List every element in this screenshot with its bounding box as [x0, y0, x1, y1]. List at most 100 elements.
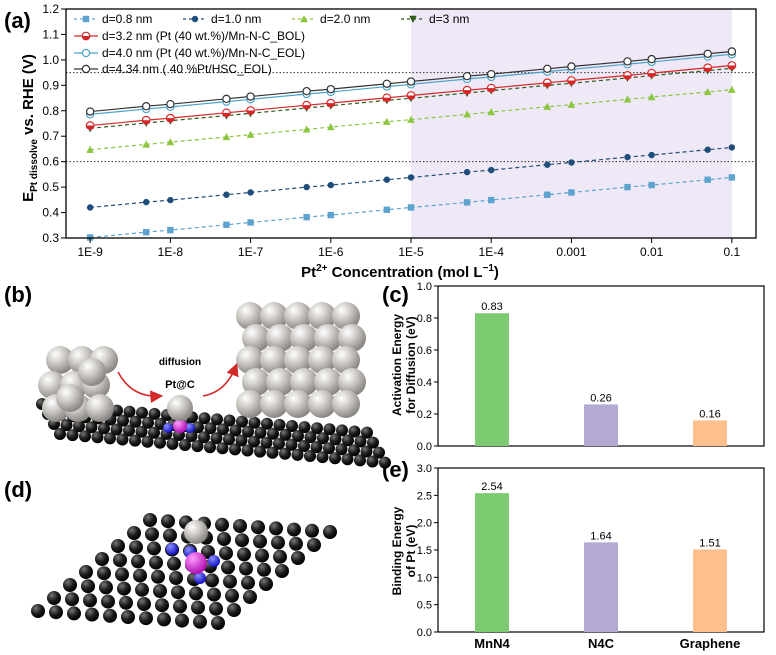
- legend-label-1: d=1.0 nm: [211, 12, 261, 26]
- carbon-atom-d: [211, 616, 225, 630]
- carbon-atom: [117, 414, 129, 427]
- y-axis-title: EPt dissolve vs. RHE (V): [20, 54, 40, 202]
- data-point-1-6: [327, 181, 334, 189]
- carbon-atom-d: [121, 610, 135, 624]
- carbon-atom: [73, 420, 85, 433]
- y-axis-ticks: 0.3 0.4 0.5 0.6 0.7 0.8 0.9 1.0 1.1 1.2: [42, 2, 66, 245]
- pt-atom-d: [184, 520, 208, 544]
- carbon-atom: [373, 446, 385, 459]
- carbon-atom-d: [223, 574, 237, 589]
- carbon-atom-d: [153, 584, 167, 598]
- carbon-atom: [361, 426, 373, 439]
- data-point-2-11: [543, 102, 552, 110]
- y-tick-label-2-3: 1.5: [417, 545, 432, 557]
- carbon-atom: [279, 428, 292, 441]
- series-1: [86, 144, 736, 211]
- carbon-atom: [229, 424, 242, 437]
- y-tick-label-7: 1.0: [42, 53, 59, 67]
- carbon-atom-d: [237, 547, 251, 562]
- x-tick-label-2-0: MnN4: [474, 636, 510, 651]
- carbon-atom-d: [83, 593, 97, 608]
- pt-atom: [260, 302, 288, 330]
- carbon-atom-d: [173, 599, 187, 614]
- y-tick-label-1-2: 0.4: [417, 377, 432, 389]
- bar-1-1: [584, 404, 618, 446]
- carbon-atom: [316, 451, 329, 464]
- y-axis-title-e-line1: Binding Energy: [390, 506, 404, 595]
- carbon-atom: [254, 445, 266, 458]
- carbon-atom-d: [233, 519, 247, 533]
- carbon-atom: [210, 432, 223, 445]
- illustration-diffusion: diffusion Pt@C: [36, 302, 391, 469]
- data-point-6-10: [487, 69, 496, 79]
- panel-label-c: (c): [382, 282, 409, 307]
- pt-atom: [260, 346, 288, 374]
- carbon-atom-d: [157, 612, 171, 627]
- legend-label-5: d=4.0 nm (Pt (40 wt.%)/Mn-N-C_EOL): [102, 46, 305, 60]
- y-tick-label-2-5: 2.5: [417, 490, 432, 502]
- carbon-atom-d: [243, 590, 257, 604]
- bar-value-label-1-2: 0.16: [699, 408, 720, 420]
- x-tick-label-4: 1E-5: [398, 245, 424, 259]
- carbon-atom-d: [149, 555, 163, 570]
- y-axis-ticks-e: 0.0 0.5 1.0 1.5 2.0 2.5 3.0: [417, 463, 438, 639]
- carbon-atom-d: [207, 587, 221, 602]
- carbon-atom-d: [97, 566, 111, 581]
- bars-e: 2.54 1.64 1.51: [475, 481, 727, 632]
- data-point-4-2: [165, 113, 175, 123]
- carbon-atom: [248, 435, 260, 448]
- x-tick-label-2: 1E-7: [238, 245, 264, 259]
- pt-atom: [242, 368, 270, 396]
- data-point-6-8: [406, 77, 416, 86]
- mn-n4-site-d: [166, 543, 220, 584]
- carbon-atom-d: [155, 598, 169, 613]
- series-6: [85, 47, 737, 116]
- carbon-atom-d: [219, 546, 233, 561]
- carbon-atom-d: [127, 526, 141, 540]
- data-point-6-6: [326, 84, 335, 94]
- illustration-site: [31, 513, 337, 630]
- carbon-atom: [304, 431, 317, 444]
- carbon-atom: [60, 419, 73, 432]
- carbon-atom: [310, 441, 323, 454]
- y-axis-ticks-c: 0.0 0.2 0.4 0.6 0.8 1.0: [417, 281, 438, 453]
- carbon-atom: [254, 426, 267, 439]
- carbon-atom-d: [287, 522, 301, 537]
- data-point-0-12: [568, 189, 575, 196]
- line-chart-a: 1E-9 1E-8 1E-7 1E-6 1E-5 1E-4 0.001 0.01 0.1 0.3…: [20, 2, 757, 281]
- data-point-2-3: [222, 132, 231, 141]
- carbon-atom: [323, 442, 335, 455]
- data-point-0-8: [407, 204, 415, 211]
- data-point-2-7: [383, 117, 391, 125]
- data-point-6-7: [382, 79, 392, 89]
- pt-atom: [260, 390, 288, 418]
- data-point-1-5: [303, 183, 310, 191]
- y-tick-label-1-5: 1.0: [417, 281, 432, 293]
- carbon-atom: [335, 443, 348, 456]
- carbon-atom: [298, 421, 311, 434]
- data-point-0-10: [488, 196, 495, 204]
- bar-value-label-2-1: 1.64: [590, 530, 611, 542]
- pt-atom: [314, 324, 342, 352]
- data-point-0-4: [247, 219, 254, 226]
- carbon-atom-d: [63, 578, 77, 592]
- carbon-atom: [91, 431, 104, 444]
- legend-label-2: d=2.0 nm: [320, 12, 370, 26]
- y-tick-label-0: 0.3: [42, 231, 59, 245]
- data-point-2-13: [623, 95, 632, 103]
- carbon-atom: [148, 407, 161, 420]
- carbon-atom-d: [205, 573, 219, 588]
- carbon-atom-d: [307, 538, 321, 552]
- carbon-atom: [367, 436, 379, 449]
- pt-cluster-small: [38, 346, 118, 422]
- carbon-atom: [266, 446, 279, 459]
- carbon-atom: [329, 452, 341, 465]
- carbon-atom-d: [49, 605, 63, 620]
- carbon-atom-d: [251, 520, 265, 535]
- data-point-6-15: [703, 49, 712, 58]
- legend: d=0.8 nm d=1.0 nm d=2.0 nm d=3 nm d=3.2 nm (…: [74, 12, 469, 76]
- y-tick-label-1-4: 0.8: [417, 313, 432, 325]
- bar-value-label-2-0: 2.54: [481, 481, 502, 493]
- carbon-atom-d: [119, 595, 133, 610]
- carbon-atom-d: [79, 565, 93, 579]
